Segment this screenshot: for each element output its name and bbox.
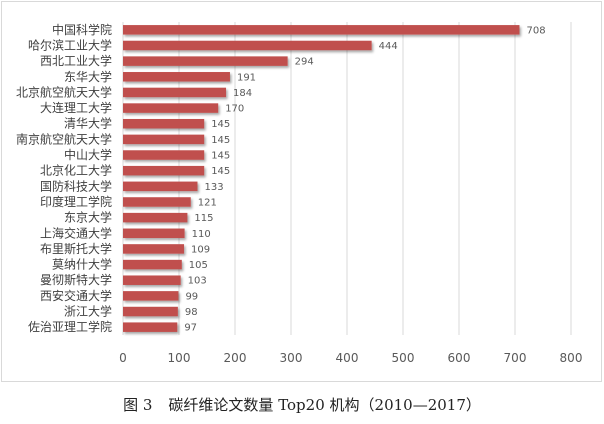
bar: [123, 72, 230, 82]
chart-frame: 0 100 200 300 400 500 600 700 800 中国科学院 708 哈尔滨工业大学…: [1, 1, 602, 382]
category-label: 中国科学院: [52, 22, 112, 37]
value-label: 109: [191, 244, 210, 255]
x-tick-label: 700: [504, 351, 527, 365]
x-tick-label: 0: [119, 351, 127, 365]
bar: [123, 165, 205, 176]
value-label: 145: [211, 135, 230, 146]
category-label: 东华大学: [64, 69, 112, 84]
category-label: 清华大学: [64, 116, 112, 131]
value-label: 145: [211, 166, 230, 177]
figure-title: 碳纤维论文数量 Top20 机构（2010—2017）: [168, 396, 481, 414]
category-label: 国防科技大学: [40, 178, 112, 193]
category-label: 大连理工大学: [40, 100, 112, 115]
bar: [123, 306, 178, 317]
bar: [123, 275, 181, 285]
value-label: 98: [185, 307, 198, 318]
bar: [123, 134, 205, 145]
value-label: 133: [204, 182, 223, 193]
category-label: 布里斯托大学: [40, 241, 112, 256]
category-label: 曼彻斯特大学: [40, 272, 112, 287]
value-label: 184: [233, 88, 252, 99]
value-label: 97: [184, 323, 197, 334]
value-label: 145: [211, 151, 230, 162]
category-label: 南京航空航天大学: [16, 131, 112, 146]
figure-number: 图 3: [123, 396, 153, 414]
bar: [123, 87, 227, 98]
bar: [123, 244, 185, 254]
value-label: 145: [211, 119, 230, 130]
category-label: 中山大学: [64, 147, 112, 162]
value-label: 170: [225, 104, 244, 115]
bar-chart: 0 100 200 300 400 500 600 700 800 中国科学院 708 哈尔滨工业大学…: [16, 22, 583, 365]
value-label: 99: [185, 291, 198, 302]
category-label: 北京航空航天大学: [16, 84, 112, 99]
category-label: 东京大学: [64, 210, 112, 225]
x-tick-label: 600: [448, 351, 471, 365]
bar: [123, 228, 185, 239]
x-tick-label: 300: [280, 351, 303, 365]
value-label: 115: [194, 213, 213, 224]
x-tick-label: 200: [224, 351, 247, 365]
bar: [123, 150, 205, 160]
value-label: 105: [189, 260, 208, 271]
bar: [123, 322, 178, 332]
x-tick-label: 800: [560, 351, 583, 365]
bar: [123, 103, 219, 113]
category-label: 印度理工学院: [40, 194, 112, 209]
value-label: 103: [188, 276, 207, 287]
bar: [123, 56, 288, 66]
x-tick-label: 500: [392, 351, 415, 365]
value-label: 191: [237, 72, 256, 83]
category-label: 莫纳什大学: [52, 257, 112, 272]
x-tick-label: 400: [336, 351, 359, 365]
bar: [123, 197, 191, 207]
x-tick-label: 100: [168, 351, 191, 365]
category-label: 西安交通大学: [40, 288, 112, 303]
category-label: 佐治亚理工学院: [28, 319, 112, 334]
value-label: 444: [379, 41, 398, 52]
figure-caption: 图 3 碳纤维论文数量 Top20 机构（2010—2017）: [0, 394, 604, 415]
bar: [123, 40, 372, 51]
bar: [123, 118, 205, 129]
category-label: 哈尔滨工业大学: [28, 37, 112, 52]
value-label: 294: [295, 57, 314, 68]
value-label: 708: [526, 25, 545, 36]
bar: [123, 181, 198, 192]
category-label: 浙江大学: [64, 304, 112, 319]
bar: [123, 25, 520, 35]
bar: [123, 259, 182, 270]
category-label: 上海交通大学: [40, 225, 112, 240]
bar: [123, 291, 179, 301]
category-label: 北京化工大学: [40, 163, 112, 178]
category-label: 西北工业大学: [40, 53, 112, 68]
value-label: 121: [198, 197, 217, 208]
value-label: 110: [192, 229, 211, 240]
bar: [123, 212, 188, 223]
